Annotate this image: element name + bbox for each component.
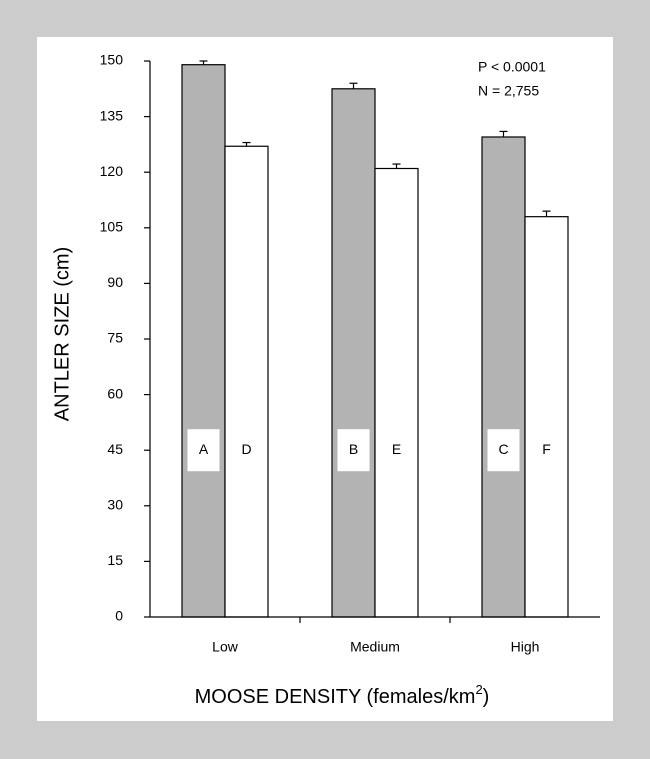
bar (224, 145, 269, 618)
y-tick-label: 135 (100, 107, 124, 123)
x-category-label: Medium (350, 639, 400, 655)
bar-letter-box (337, 429, 370, 472)
bar-letter-label: F (542, 441, 551, 457)
x-axis-title: MOOSE DENSITY (females/km2) (195, 682, 490, 708)
bar-letter-label: B (349, 441, 358, 457)
chart-panel: A D B E C F 0 15 30 45 60 75 90 105 120 135 150 Low Mediu… (37, 37, 613, 721)
y-tick-label: 0 (115, 608, 123, 624)
bar-letter-box (487, 429, 520, 472)
sample-size-annotation: N = 2,755 (478, 83, 539, 99)
x-axis-title-end: ) (483, 686, 490, 708)
bar-letter-label: E (392, 441, 401, 457)
x-axis-title-main: MOOSE DENSITY (females/km (195, 686, 476, 708)
bar (181, 64, 226, 618)
y-tick-label: 75 (107, 330, 123, 346)
bar (524, 216, 569, 618)
y-tick-label: 105 (100, 219, 124, 235)
p-value-annotation: P < 0.0001 (478, 59, 546, 75)
bar-letter-label: A (199, 441, 209, 457)
bar-letter-label: C (498, 441, 508, 457)
y-tick-label: 90 (107, 274, 123, 290)
y-axis-title: ANTLER SIZE (cm) (51, 247, 73, 421)
bar (481, 136, 526, 618)
y-tick-label: 15 (107, 552, 123, 568)
bar-letter-box (530, 429, 563, 472)
antler-size-bar-chart: A D B E C F 0 15 30 45 60 75 90 105 120 135 150 Low Mediu… (51, 52, 600, 708)
ticks-layer: 0 15 30 45 60 75 90 105 120 135 150 Low Medium High (100, 52, 540, 655)
y-tick-label: 60 (107, 385, 123, 401)
y-tick-label: 30 (107, 497, 123, 513)
y-tick-label: 45 (107, 441, 123, 457)
bar-letter-label: D (241, 441, 251, 457)
bar-letter-box (380, 429, 413, 472)
y-tick-label: 120 (100, 163, 124, 179)
y-tick-label: 150 (100, 52, 124, 68)
bar (331, 88, 376, 618)
x-category-label: Low (212, 639, 239, 655)
bar-letter-box (187, 429, 220, 472)
x-axis-title-superscript: 2 (475, 682, 482, 697)
bar (374, 167, 419, 618)
x-category-label: High (511, 639, 540, 655)
bar-letter-box (230, 429, 263, 472)
